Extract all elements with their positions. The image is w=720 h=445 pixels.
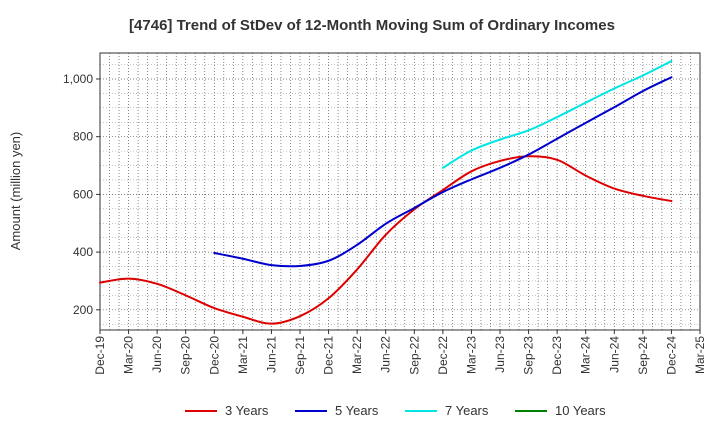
- x-tick-label: Mar-22: [350, 336, 364, 374]
- x-tick-label: Jun-24: [607, 336, 621, 373]
- x-tick-label: Mar-21: [236, 336, 250, 374]
- x-tick-label: Dec-20: [207, 336, 221, 375]
- x-tick-label: Sep-20: [179, 336, 193, 375]
- series-line-7-years: [441, 60, 673, 169]
- x-tick-label: Mar-24: [579, 336, 593, 374]
- y-tick-label: 400: [73, 245, 93, 259]
- grid-layer: [100, 53, 700, 330]
- y-axis-label: Amount (million yen): [8, 132, 23, 251]
- x-tick-label: Mar-23: [464, 336, 478, 374]
- legend-label: 10 Years: [555, 403, 606, 418]
- x-tick-label: Sep-23: [522, 336, 536, 375]
- series-line-5-years: [213, 76, 673, 268]
- legend-label: 7 Years: [445, 403, 489, 418]
- x-tick-label: Sep-24: [636, 336, 650, 375]
- legend-label: 3 Years: [225, 403, 269, 418]
- x-tick-label: Jun-22: [379, 336, 393, 373]
- y-tick-label: 200: [73, 303, 93, 317]
- x-tick-label: Sep-21: [293, 336, 307, 375]
- legend-label: 5 Years: [335, 403, 379, 418]
- x-tick-label: Dec-23: [550, 336, 564, 375]
- x-tick-label: Dec-22: [436, 336, 450, 375]
- y-tick-label: 600: [73, 187, 93, 201]
- plot-area-frame: [99, 52, 701, 331]
- x-tick-label: Dec-21: [322, 336, 336, 375]
- y-tick-label: 1,000: [63, 72, 93, 86]
- axis-layer: 200 400 600 800 1,000 Dec-19 Mar-20 Jun-20 Sep-2…: [63, 72, 707, 375]
- x-tick-label: Dec-19: [93, 336, 107, 375]
- series-layer: [99, 60, 673, 325]
- legend: 3 Years 5 Years 7 Years 10 Years: [185, 403, 606, 418]
- y-tick-label: 800: [73, 130, 93, 144]
- series-line-3-years: [99, 155, 673, 325]
- x-tick-label: Mar-25: [693, 336, 707, 374]
- x-tick-label: Sep-22: [407, 336, 421, 375]
- chart-title: [4746] Trend of StDev of 12-Month Moving…: [129, 17, 615, 34]
- x-tick-label: Dec-24: [664, 336, 678, 375]
- x-tick-label: Jun-21: [264, 336, 278, 373]
- x-tick-label: Mar-20: [122, 336, 136, 374]
- x-tick-label: Jun-20: [150, 336, 164, 373]
- x-tick-label: Jun-23: [493, 336, 507, 373]
